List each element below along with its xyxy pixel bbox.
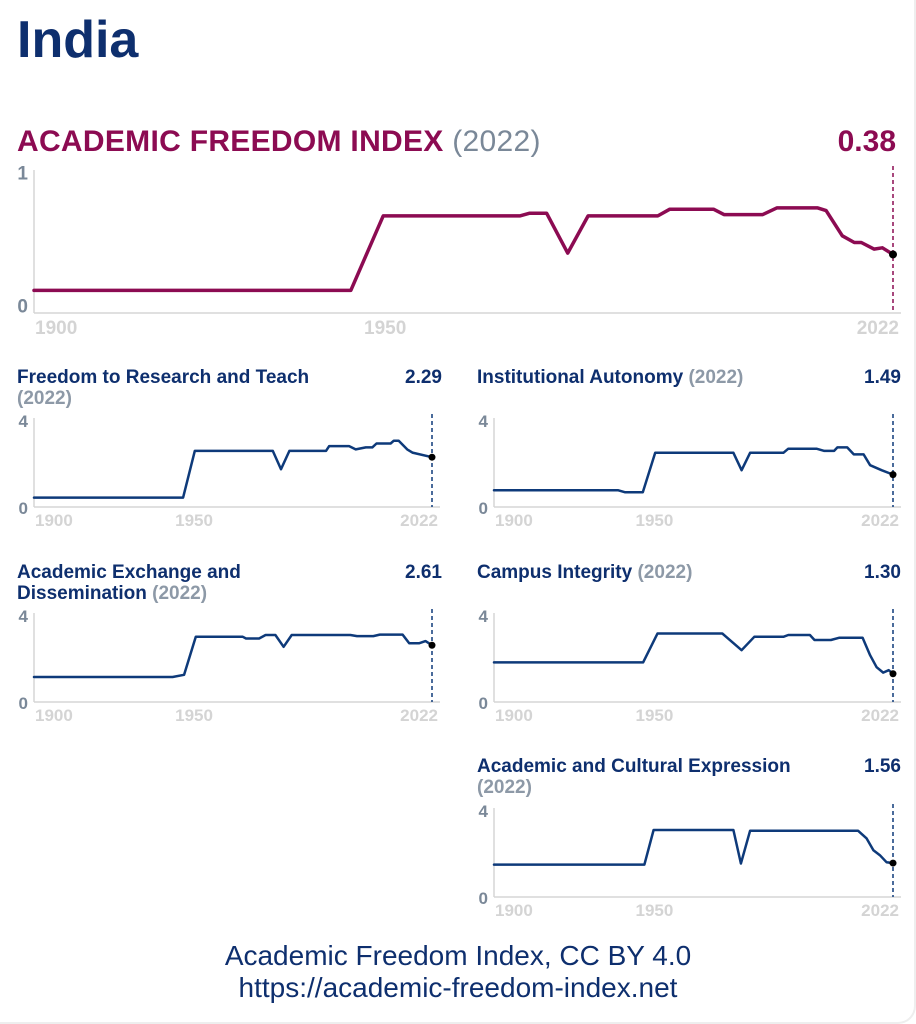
- sub-value-ace: 1.56: [864, 756, 901, 777]
- x-tick-label: 1950: [636, 511, 674, 530]
- latest-value-point: [889, 670, 897, 678]
- sub-title-text: Institutional Autonomy: [477, 367, 684, 388]
- y-tick-label: 0: [479, 499, 488, 518]
- latest-value-point: [889, 250, 897, 259]
- x-tick-label: 1900: [35, 706, 73, 725]
- sub-title-aed: Academic Exchange and Dissemination (202…: [17, 562, 317, 604]
- sub-title-text: Academic and Cultural Expression: [477, 756, 791, 777]
- x-tick-label: 1900: [35, 511, 73, 530]
- y-tick-label: 4: [19, 607, 29, 626]
- footer: Academic Freedom Index, CC BY 4.0 https:…: [0, 940, 916, 1004]
- country-title: India: [17, 11, 139, 69]
- sub-value-ia: 1.49: [864, 367, 901, 388]
- x-tick-label: 1900: [495, 511, 533, 530]
- x-tick-label: 2022: [861, 511, 899, 530]
- sub-year: (2022): [152, 583, 208, 604]
- x-tick-label: 1950: [175, 706, 213, 725]
- latest-value-point: [428, 453, 436, 461]
- sub-year: (2022): [17, 388, 72, 409]
- footer-credit: Academic Freedom Index, CC BY 4.0: [224, 940, 692, 971]
- footer-url[interactable]: https://academic-freedom-index.net: [238, 972, 678, 1003]
- series-line: [492, 446, 895, 494]
- y-tick-label: 4: [479, 607, 489, 626]
- y-tick-label: 0: [19, 694, 28, 713]
- sub-title-ia: Institutional Autonomy (2022): [477, 367, 837, 388]
- main-value: 0.38: [837, 125, 896, 158]
- y-tick-label: 4: [19, 412, 29, 431]
- y-tick-label: 0: [479, 694, 488, 713]
- series-line: [492, 828, 895, 866]
- x-tick-label: 2022: [400, 706, 438, 725]
- series-line: [492, 632, 895, 675]
- y-tick-label: 0: [19, 499, 28, 518]
- sub-year: (2022): [477, 777, 532, 798]
- sub-value-ci: 1.30: [864, 562, 901, 583]
- x-tick-label: 1900: [35, 318, 77, 339]
- y-tick-label: 0: [17, 297, 28, 318]
- x-tick-label: 1950: [636, 901, 674, 920]
- y-tick-label: 4: [479, 802, 489, 821]
- main-year: (2022): [452, 125, 541, 158]
- series-line: [32, 439, 434, 499]
- main-chart-title: ACADEMIC FREEDOM INDEX (2022): [17, 125, 541, 159]
- x-tick-label: 1950: [175, 511, 213, 530]
- y-tick-label: 1: [17, 164, 28, 185]
- sub-value-aed: 2.61: [405, 562, 442, 583]
- latest-value-point: [889, 471, 897, 479]
- x-tick-label: 1900: [495, 901, 533, 920]
- sub-title-frt: Freedom to Research and Teach (2022): [17, 367, 377, 409]
- x-tick-label: 1950: [636, 706, 674, 725]
- x-tick-label: 1950: [364, 318, 406, 339]
- x-tick-label: 2022: [861, 706, 899, 725]
- series-line: [32, 633, 434, 679]
- sub-year: (2022): [688, 367, 744, 388]
- sub-title-text: Campus Integrity: [477, 562, 633, 583]
- x-tick-label: 1900: [495, 706, 533, 725]
- x-tick-label: 2022: [857, 318, 899, 339]
- sub-year: (2022): [637, 562, 693, 583]
- y-tick-label: 0: [479, 889, 488, 908]
- x-tick-label: 2022: [400, 511, 438, 530]
- sub-title-ci: Campus Integrity (2022): [477, 562, 837, 583]
- sub-title-ace: Academic and Cultural Expression (2022): [477, 756, 847, 798]
- latest-value-point: [428, 641, 436, 649]
- y-tick-label: 4: [479, 412, 489, 431]
- sub-value-frt: 2.29: [405, 367, 442, 388]
- sub-title-text: Freedom to Research and Teach: [17, 367, 310, 388]
- main-title-text: ACADEMIC FREEDOM INDEX: [17, 125, 444, 158]
- latest-value-point: [889, 859, 897, 867]
- x-tick-label: 2022: [861, 901, 899, 920]
- series-line: [32, 206, 895, 293]
- sub-title-text: Academic Exchange and Dissemination: [17, 562, 241, 604]
